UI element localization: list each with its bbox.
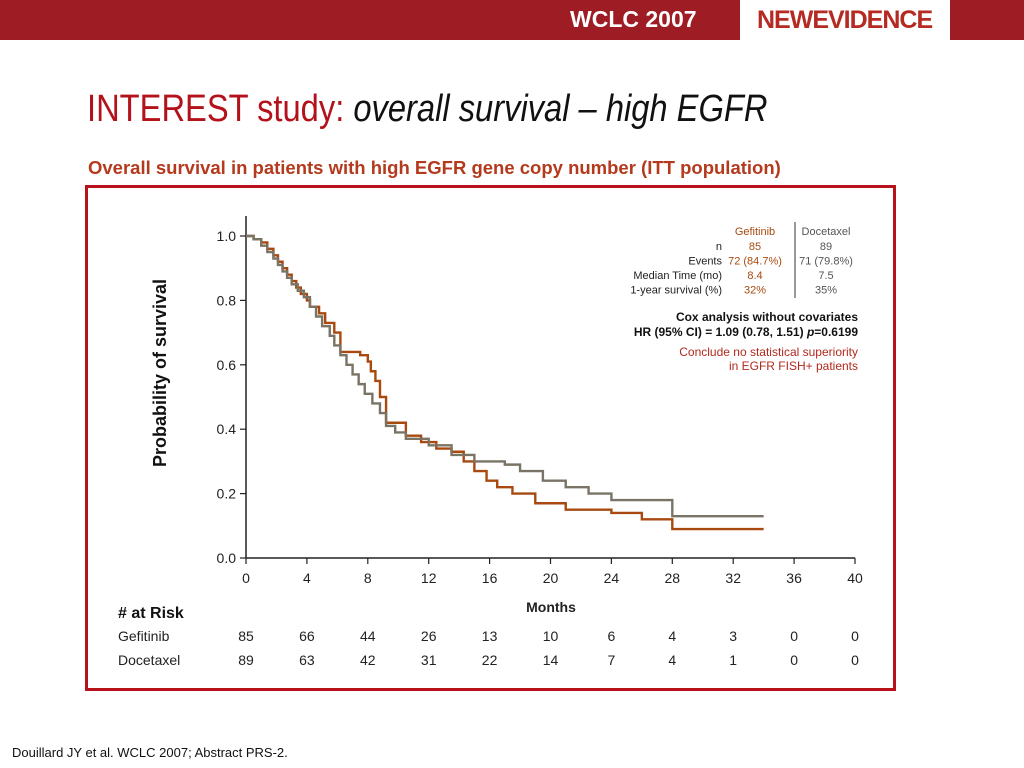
at-risk-row-label: Gefitinib	[118, 628, 170, 644]
slide-title: INTEREST study: overall survival – high …	[87, 88, 767, 131]
y-tick-label: 0.6	[217, 357, 237, 373]
cox-title: Cox analysis without covariates	[676, 310, 858, 324]
at-risk-value: 63	[299, 652, 315, 668]
x-tick-label: 0	[242, 570, 250, 586]
stats-header-docetaxel: Docetaxel	[802, 226, 851, 238]
hr-p-value: =0.6199	[814, 325, 858, 339]
y-tick-label: 0.8	[217, 292, 237, 308]
at-risk-value: 85	[238, 628, 254, 644]
at-risk-value: 7	[608, 652, 616, 668]
at-risk-value: 4	[668, 652, 676, 668]
y-tick-label: 1.0	[217, 228, 237, 244]
at-risk-value: 0	[851, 652, 859, 668]
stats-value-gefitinib: 32%	[744, 285, 766, 297]
x-tick-label: 32	[725, 570, 741, 586]
x-tick-label: 16	[482, 570, 498, 586]
at-risk-value: 42	[360, 652, 376, 668]
series-line-docetaxel	[246, 234, 764, 518]
chart-frame: 0.0 0.2 0.4 0.6 0.8 1.0 0 4 8 12 16 20 24 28 32 36 40 Mon…	[85, 185, 896, 691]
y-tick-label: 0.4	[217, 421, 237, 437]
stats-value-gefitinib: 72 (84.7%)	[728, 256, 782, 268]
at-risk-value: 10	[543, 628, 559, 644]
brand-logo: NEWEVIDENCE	[757, 6, 933, 34]
stats-row-label: n	[716, 241, 722, 253]
survival-chart: 0.00.20.40.60.81.00 4 8 12 16 20 24 28 32 36 40Mon…	[118, 216, 863, 668]
conclusion-line-2: in EGFR FISH+ patients	[729, 359, 858, 373]
x-tick-label: 12	[421, 570, 437, 586]
stats-value-docetaxel: 7.5	[818, 270, 833, 282]
x-tick-label: 8	[364, 570, 372, 586]
stats-header-gefitinib: Gefitinib	[735, 226, 775, 238]
at-risk-value: 0	[790, 628, 798, 644]
x-tick-label: 24	[604, 570, 620, 586]
y-axis-label: Probability of survival	[150, 279, 170, 467]
y-tick-label: 0.2	[217, 486, 237, 502]
at-risk-value: 1	[729, 652, 737, 668]
stats-row-label: 1-year survival (%)	[630, 285, 722, 297]
at-risk-title: # at Risk	[118, 605, 184, 622]
hr-p-symbol: p	[806, 325, 814, 339]
stats-row-label: Events	[688, 256, 722, 268]
at-risk-value: 0	[790, 652, 798, 668]
brand-logo-box	[740, 0, 950, 40]
x-tick-label: 28	[665, 570, 681, 586]
stats-value-docetaxel: 71 (79.8%)	[799, 256, 853, 268]
at-risk-row-label: Docetaxel	[118, 652, 180, 668]
stats-value-gefitinib: 85	[749, 241, 761, 253]
chart-heading: Overall survival in patients with high E…	[88, 157, 781, 178]
at-risk-value: 66	[299, 628, 315, 644]
series-line-gefitinib	[246, 234, 764, 531]
at-risk-value: 13	[482, 628, 498, 644]
at-risk-value: 14	[543, 652, 559, 668]
at-risk-value: 3	[729, 628, 737, 644]
x-tick-label: 36	[786, 570, 802, 586]
at-risk-value: 4	[668, 628, 676, 644]
at-risk-value: 89	[238, 652, 254, 668]
conclusion-line-1: Conclude no statistical superiority	[679, 345, 858, 359]
footnote: Douillard JY et al. WCLC 2007; Abstract …	[12, 745, 288, 760]
y-tick-label: 0.0	[217, 550, 237, 566]
at-risk-value: 44	[360, 628, 376, 644]
stats-row-label: Median Time (mo)	[633, 270, 722, 282]
conference-label: WCLC 2007	[570, 6, 697, 32]
hr-prefix: HR (95% CI) = 1.09 (0.78, 1.51)	[634, 325, 807, 339]
at-risk-value: 31	[421, 652, 437, 668]
x-tick-label: 20	[543, 570, 559, 586]
stats-value-docetaxel: 89	[820, 241, 832, 253]
x-axis-label: Months	[526, 599, 576, 615]
at-risk-value: 0	[851, 628, 859, 644]
x-tick-label: 40	[847, 570, 863, 586]
hr-result: HR (95% CI) = 1.09 (0.78, 1.51) p=0.6199	[634, 325, 858, 339]
slide-title-main: INTEREST study:	[87, 88, 354, 130]
stats-value-gefitinib: 8.4	[747, 270, 762, 282]
x-tick-label: 4	[303, 570, 311, 586]
at-risk-value: 26	[421, 628, 437, 644]
at-risk-value: 22	[482, 652, 498, 668]
at-risk-value: 6	[608, 628, 616, 644]
slide-title-italic: overall survival – high EGFR	[353, 88, 768, 130]
stats-value-docetaxel: 35%	[815, 285, 837, 297]
